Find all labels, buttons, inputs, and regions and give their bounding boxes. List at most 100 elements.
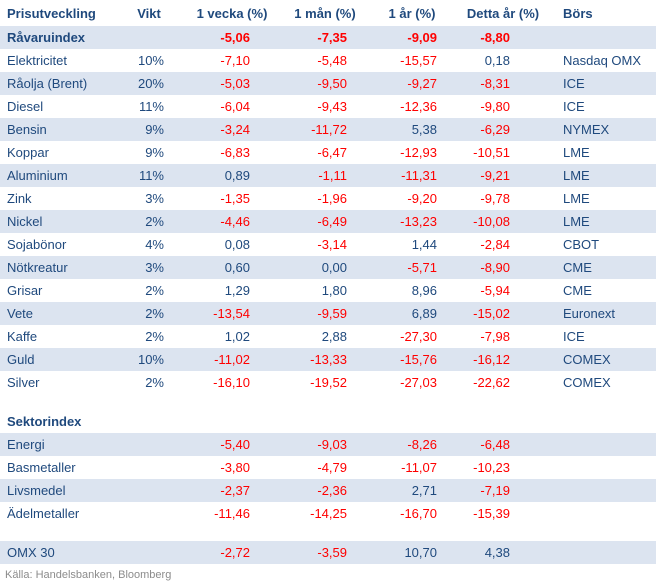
cell-1-month: -19,52 — [310, 375, 347, 390]
cell-1-year: -16,70 — [400, 506, 437, 521]
cell-weight: 9% — [145, 145, 164, 160]
cell-1-week: -3,24 — [220, 122, 250, 137]
cell-label: Diesel — [7, 99, 44, 114]
cell-exchange: NYMEX — [563, 122, 610, 137]
cell-label: Elektricitet — [7, 53, 67, 68]
cell-1-year: -27,30 — [400, 329, 437, 344]
cell-1-year: -27,03 — [400, 375, 437, 390]
cell-weight: 2% — [145, 375, 164, 390]
cell-ytd: -10,23 — [473, 460, 510, 475]
cell-label: OMX 30 — [7, 545, 55, 560]
cell-1-week: -5,03 — [220, 76, 250, 91]
cell-1-week: 0,60 — [224, 260, 250, 275]
cell-1-month: 1,80 — [321, 283, 347, 298]
table-row: Råolja (Brent) 20% -5,03 -9,50 -9,27 -8,31 ICE — [0, 72, 656, 95]
table-row: Zink 3% -1,35 -1,96 -9,20 -9,78 LME — [0, 187, 656, 210]
table-row: Råvaruindex -5,06 -7,35 -9,09 -8,80 — [0, 26, 656, 49]
cell-exchange: COMEX — [563, 375, 611, 390]
cell-1-year: 8,96 — [411, 283, 437, 298]
cell-ytd: -16,12 — [473, 352, 510, 367]
cell-1-week: -13,54 — [213, 306, 250, 321]
cell-ytd: -8,31 — [480, 76, 510, 91]
cell-ytd: -6,29 — [480, 122, 510, 137]
cell-ytd: 4,38 — [484, 545, 510, 560]
cell-1-week: -5,40 — [220, 437, 250, 452]
cell-1-year: 2,71 — [411, 483, 437, 498]
cell-weight — [112, 456, 186, 479]
table-row: Kaffe 2% 1,02 2,88 -27,30 -7,98 ICE — [0, 325, 656, 348]
cell-label: Zink — [7, 191, 32, 206]
cell-exchange: ICE — [563, 99, 585, 114]
cell-1-month: -6,49 — [317, 214, 347, 229]
table-row: Livsmedel -2,37 -2,36 2,71 -7,19 — [0, 479, 656, 502]
cell-1-year: -5,71 — [407, 260, 437, 275]
cell-weight: 20% — [137, 76, 164, 91]
cell-label: Silver — [7, 375, 40, 390]
cell-ytd: -15,39 — [473, 506, 510, 521]
table-row: Vete 2% -13,54 -9,59 6,89 -15,02 Euronext — [0, 302, 656, 325]
cell-ytd: -6,48 — [480, 437, 510, 452]
cell-weight — [112, 410, 186, 433]
cell-1-week: -6,04 — [220, 99, 250, 114]
column-header-prisutveckling: Prisutveckling — [7, 5, 96, 21]
cell-1-week: -2,37 — [220, 483, 250, 498]
cell-label: Guld — [7, 352, 35, 367]
cell-1-month: -3,14 — [317, 237, 347, 252]
cell-1-month: -1,11 — [318, 168, 347, 183]
cell-1-year: -8,26 — [407, 437, 437, 452]
cell-weight: 11% — [138, 168, 164, 183]
table-row: OMX 30 -2,72 -3,59 10,70 4,38 — [0, 541, 656, 564]
cell-exchange — [554, 26, 656, 49]
cell-1-week — [186, 410, 278, 433]
cell-label: Koppar — [7, 145, 49, 160]
cell-1-year: -12,93 — [400, 145, 437, 160]
cell-1-year: 1,44 — [411, 237, 437, 252]
spacer-row — [0, 394, 656, 410]
cell-ytd: -9,21 — [480, 168, 510, 183]
cell-ytd: -9,78 — [480, 191, 510, 206]
cell-weight: 2% — [145, 306, 164, 321]
cell-label: Sojabönor — [7, 237, 67, 252]
cell-exchange: Nasdaq OMX — [563, 53, 642, 68]
cell-1-month: -6,47 — [317, 145, 347, 160]
cell-1-month: 2,88 — [321, 329, 347, 344]
cell-exchange: LME — [563, 145, 590, 160]
table-row: Bensin 9% -3,24 -11,72 5,38 -6,29 NYMEX — [0, 118, 656, 141]
cell-1-month: -9,50 — [317, 76, 347, 91]
cell-weight — [112, 479, 186, 502]
cell-1-week: -5,06 — [220, 30, 250, 45]
cell-1-week: 0,89 — [224, 168, 250, 183]
cell-exchange — [554, 502, 656, 525]
cell-label: Nötkreatur — [7, 260, 68, 275]
cell-1-week: 1,29 — [224, 283, 250, 298]
cell-label: Basmetaller — [7, 460, 76, 475]
cell-weight — [112, 502, 186, 525]
cell-1-year: -15,76 — [400, 352, 437, 367]
cell-weight: 11% — [138, 99, 164, 114]
cell-label: Råvaruindex — [7, 30, 86, 45]
cell-1-week: -11,46 — [214, 506, 250, 521]
cell-exchange — [554, 479, 656, 502]
table-row: Basmetaller -3,80 -4,79 -11,07 -10,23 — [0, 456, 656, 479]
cell-weight: 9% — [145, 122, 164, 137]
cell-ytd: -7,19 — [480, 483, 510, 498]
cell-exchange: LME — [563, 214, 590, 229]
column-header-1-ar: 1 år (%) — [388, 5, 436, 21]
table-body: Råvaruindex -5,06 -7,35 -9,09 -8,80 Elektrici… — [0, 26, 656, 564]
table-row: Aluminium 11% 0,89 -1,11 -11,31 -9,21 LME — [0, 164, 656, 187]
cell-exchange: ICE — [563, 329, 585, 344]
cell-ytd: 0,18 — [484, 53, 510, 68]
cell-label: Bensin — [7, 122, 47, 137]
cell-1-year: -11,31 — [401, 168, 437, 183]
cell-1-month: -9,43 — [317, 99, 347, 114]
cell-ytd: -2,84 — [480, 237, 510, 252]
cell-label: Nickel — [7, 214, 43, 229]
cell-label: Vete — [7, 306, 34, 321]
header-row: Prisutveckling Vikt 1 vecka (%) 1 mån (%… — [0, 0, 656, 26]
cell-ytd: -9,80 — [480, 99, 510, 114]
cell-label: Energi — [7, 437, 45, 452]
table-row: Ädelmetaller -11,46 -14,25 -16,70 -15,39 — [0, 502, 656, 525]
cell-1-week: -6,83 — [220, 145, 250, 160]
table-row: Guld 10% -11,02 -13,33 -15,76 -16,12 COMEX — [0, 348, 656, 371]
cell-exchange: LME — [563, 191, 590, 206]
